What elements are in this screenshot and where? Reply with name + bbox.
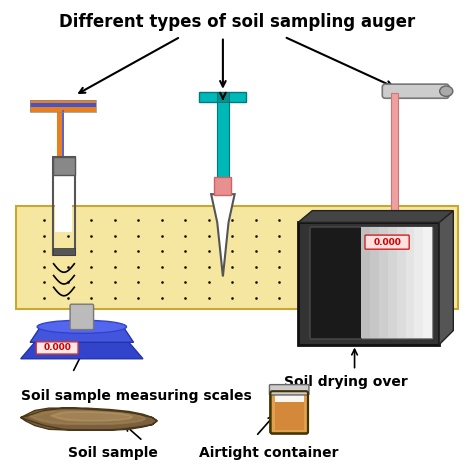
FancyBboxPatch shape (383, 84, 449, 98)
Bar (16, 206, 458, 309)
FancyBboxPatch shape (365, 235, 409, 249)
Bar (298, 222, 439, 345)
Bar (361, 227, 370, 338)
Text: 0.000: 0.000 (44, 343, 71, 352)
Text: soil: soil (49, 328, 75, 343)
Polygon shape (298, 210, 453, 222)
Bar (217, 92, 228, 103)
Polygon shape (21, 408, 157, 430)
Bar (55, 157, 73, 232)
Bar (406, 227, 414, 338)
Bar (391, 93, 398, 246)
Text: 0.000: 0.000 (373, 237, 401, 246)
Text: Soil drying over: Soil drying over (284, 375, 408, 389)
Bar (200, 92, 246, 103)
Bar (53, 157, 75, 175)
Text: Different types of soil sampling auger: Different types of soil sampling auger (59, 13, 415, 31)
Polygon shape (21, 342, 143, 359)
Bar (57, 111, 62, 159)
FancyBboxPatch shape (270, 391, 308, 434)
Bar (397, 227, 406, 338)
Bar (214, 177, 231, 195)
Bar (62, 111, 64, 159)
FancyBboxPatch shape (36, 342, 78, 354)
Polygon shape (30, 411, 146, 424)
Bar (217, 101, 228, 180)
Bar (274, 395, 304, 402)
Polygon shape (331, 251, 425, 309)
Bar (30, 104, 96, 107)
Bar (30, 100, 96, 112)
Bar (370, 227, 379, 338)
Bar (30, 100, 96, 112)
Text: Soil sample measuring scales: Soil sample measuring scales (21, 389, 251, 403)
Polygon shape (30, 328, 134, 342)
FancyBboxPatch shape (70, 304, 93, 330)
Text: Soil sample: Soil sample (68, 446, 157, 460)
Polygon shape (211, 194, 235, 277)
Bar (389, 242, 400, 251)
Bar (53, 248, 75, 255)
Ellipse shape (440, 86, 453, 96)
Bar (53, 157, 75, 255)
Bar (388, 227, 397, 338)
Bar (414, 227, 423, 338)
Bar (310, 227, 432, 338)
Bar (379, 227, 388, 338)
Bar (423, 227, 432, 338)
FancyBboxPatch shape (269, 385, 309, 395)
Polygon shape (439, 210, 453, 345)
Bar (274, 402, 304, 430)
Polygon shape (51, 412, 133, 420)
Text: Airtight container: Airtight container (200, 446, 339, 460)
Bar (310, 227, 361, 338)
Ellipse shape (37, 320, 127, 333)
